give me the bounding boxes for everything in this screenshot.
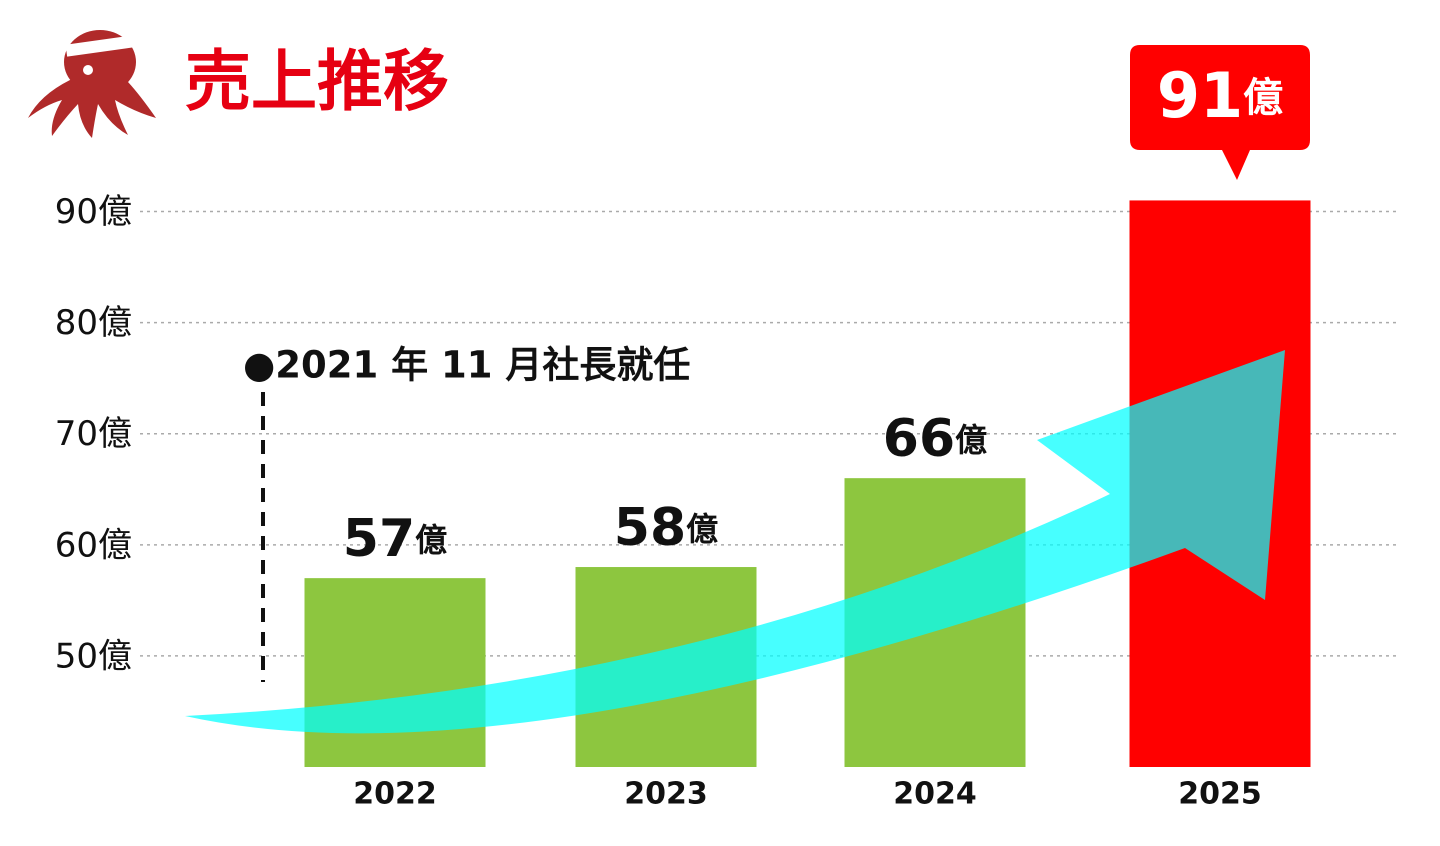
x-tick-label: 2024 bbox=[893, 777, 977, 812]
y-tick-label: 80億 bbox=[55, 303, 132, 343]
logo bbox=[28, 30, 156, 138]
value-label: 57億 bbox=[343, 509, 447, 569]
value-label: 91億 bbox=[1157, 59, 1283, 132]
growth-arrow bbox=[185, 350, 1285, 734]
x-tick-label: 2023 bbox=[624, 777, 708, 812]
value-label: 58億 bbox=[614, 498, 718, 558]
x-tick-label: 2022 bbox=[353, 777, 437, 812]
value-label: 66億 bbox=[883, 409, 987, 469]
y-tick-label: 90億 bbox=[55, 192, 132, 232]
chart-title: 売上推移 bbox=[185, 43, 449, 120]
x-tick-label: 2025 bbox=[1178, 777, 1262, 812]
callout bbox=[1130, 45, 1310, 180]
y-tick-label: 50億 bbox=[55, 636, 132, 676]
y-tick-label: 70億 bbox=[55, 414, 132, 454]
y-tick-label: 60億 bbox=[55, 525, 132, 565]
annotation: ●2021 年 11 月社長就任 bbox=[243, 344, 690, 387]
bar bbox=[304, 578, 486, 767]
